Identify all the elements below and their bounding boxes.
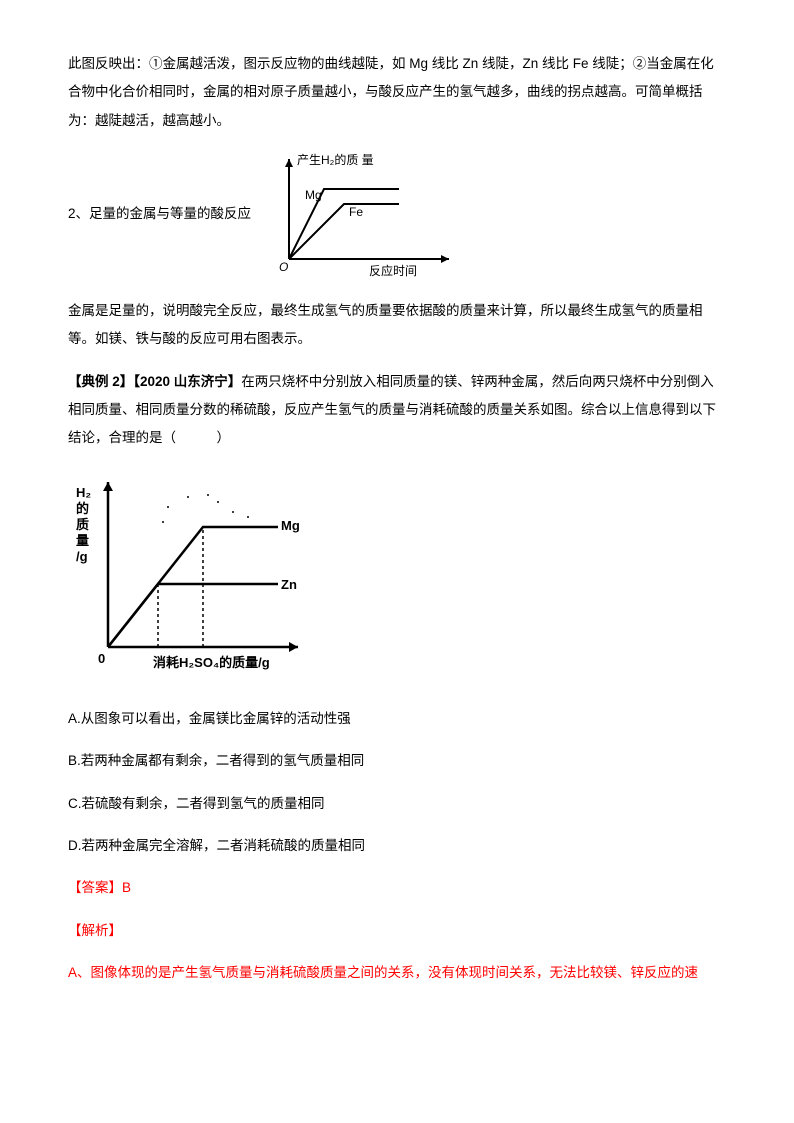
- paragraph-1: 此图反映出：①金属越活泼，图示反应物的曲线越陡，如 Mg 线比 Zn 线陡，Zn…: [68, 50, 726, 135]
- option-a: A.从图象可以看出，金属镁比金属锌的活动性强: [68, 705, 726, 733]
- svg-text:的: 的: [76, 501, 89, 516]
- svg-text:消耗H₂SO₄的质量/g: 消耗H₂SO₄的质量/g: [153, 655, 270, 670]
- svg-text:产生H₂的质 量: 产生H₂的质 量: [297, 152, 374, 167]
- svg-text:Zn: Zn: [281, 577, 297, 592]
- chart-mg-fe-time: Mg Fe 产生H₂的质 量 O 反应时间: [259, 149, 459, 279]
- svg-text:Mg: Mg: [305, 188, 322, 202]
- option-b: B.若两种金属都有剩余，二者得到的氢气质量相同: [68, 747, 726, 775]
- analysis-a: A、图像体现的是产生氢气质量与消耗硫酸质量之间的关系，没有体现时间关系，无法比较…: [68, 959, 726, 987]
- paragraph-2: 金属是足量的，说明酸完全反应，最终生成氢气的质量要依据酸的质量来计算，所以最终生…: [68, 297, 726, 354]
- svg-text:质: 质: [76, 517, 89, 532]
- answer-value: B: [122, 880, 131, 895]
- svg-text:Fe: Fe: [349, 205, 363, 219]
- analysis-label: 【解析】: [68, 917, 726, 945]
- example-question: 【典例 2】【2020 山东济宁】在两只烧杯中分别放入相同质量的镁、锌两种金属，…: [68, 368, 726, 453]
- answer-label: 【答案】: [68, 880, 122, 895]
- point2-label: 2、足量的金属与等量的酸反应: [68, 200, 251, 228]
- svg-text:O: O: [279, 260, 288, 274]
- svg-text:量: 量: [76, 533, 89, 548]
- option-c: C.若硫酸有剩余，二者得到氢气的质量相同: [68, 790, 726, 818]
- answer-line: 【答案】B: [68, 874, 726, 902]
- svg-text:/g: /g: [76, 549, 88, 564]
- svg-text:反应时间: 反应时间: [369, 263, 417, 278]
- svg-text:H₂: H₂: [76, 485, 91, 500]
- option-d: D.若两种金属完全溶解，二者消耗硫酸的质量相同: [68, 832, 726, 860]
- svg-text:Mg: Mg: [281, 518, 300, 533]
- example-label: 【典例 2】【2020 山东济宁】: [68, 374, 241, 389]
- chart-mg-zn-acid: H₂ 的 质 量 /g Zn Mg 0 消耗H₂SO: [68, 467, 318, 677]
- svg-text:0: 0: [98, 651, 105, 666]
